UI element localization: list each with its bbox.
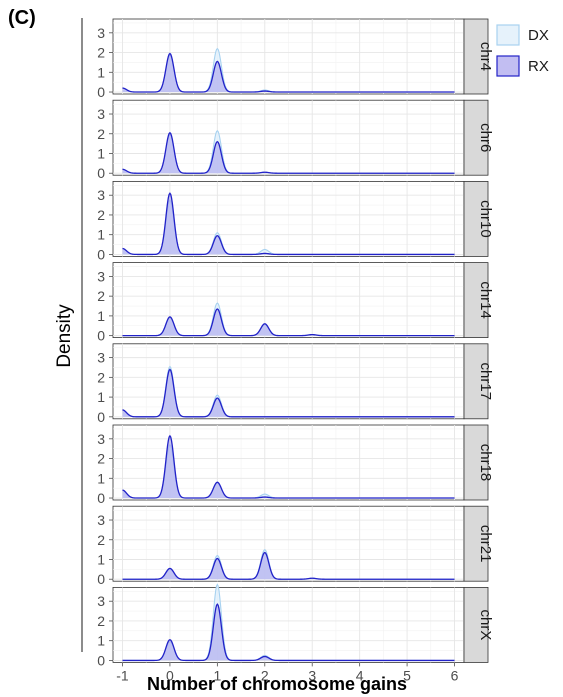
legend-label-DX: DX bbox=[528, 27, 549, 44]
facet-strip-label: chr17 bbox=[477, 363, 494, 401]
y-tick-label: 0 bbox=[97, 409, 105, 425]
y-tick-label: 1 bbox=[97, 227, 105, 243]
facet-panel-chr21: 0 1 2 3 chr21 bbox=[97, 505, 494, 587]
y-tick-label: 1 bbox=[97, 145, 105, 161]
density-line-RX bbox=[122, 52, 455, 93]
x-tick-label: 0 bbox=[166, 667, 174, 683]
facet-panel-chr14: 0 1 2 3 chr14 bbox=[97, 262, 494, 344]
facet-panel-chr18: 0 1 2 3 chr18 bbox=[97, 424, 494, 506]
y-tick-label: 2 bbox=[97, 288, 105, 304]
x-tick-label: 5 bbox=[403, 667, 411, 683]
facet-strip-label: chrX bbox=[477, 609, 494, 640]
y-tick-label: 2 bbox=[97, 207, 105, 223]
facet-strip bbox=[463, 343, 489, 420]
y-tick-label: 2 bbox=[97, 532, 105, 548]
x-axis-title: Number of chromosome gains bbox=[147, 674, 407, 694]
facet-strip bbox=[463, 99, 489, 176]
y-tick-label: 1 bbox=[97, 389, 105, 405]
facet-strip-label: chr6 bbox=[477, 123, 494, 152]
x-tick-label: -1 bbox=[116, 667, 129, 683]
density-line-RX bbox=[122, 192, 455, 256]
y-tick-label: 1 bbox=[97, 64, 105, 80]
y-tick-label: 3 bbox=[97, 350, 105, 366]
y-tick-label: 0 bbox=[97, 84, 105, 100]
y-tick-label: 0 bbox=[97, 490, 105, 506]
legend-key-RX bbox=[496, 55, 520, 77]
y-tick-label: 0 bbox=[97, 165, 105, 181]
y-tick-label: 0 bbox=[97, 652, 105, 668]
x-tick-label: 4 bbox=[356, 667, 364, 683]
facet-strip bbox=[463, 18, 489, 95]
facet-strip-label: chr21 bbox=[477, 525, 494, 563]
y-tick-label: 3 bbox=[97, 593, 105, 609]
y-tick-label: 1 bbox=[97, 551, 105, 567]
density-line-RX bbox=[122, 434, 455, 499]
x-axis: -1 0 1 2 3 4 5 6 bbox=[116, 662, 459, 683]
facet-strip bbox=[463, 587, 489, 663]
legend-label-RX: RX bbox=[528, 58, 549, 75]
density-line-RX bbox=[122, 308, 455, 337]
y-tick-label: 3 bbox=[97, 268, 105, 284]
y-tick-label: 3 bbox=[97, 512, 105, 528]
x-tick-label: 2 bbox=[261, 667, 269, 683]
x-tick-label: 1 bbox=[213, 667, 221, 683]
y-tick-label: 2 bbox=[97, 126, 105, 142]
y-tick-label: 0 bbox=[97, 328, 105, 344]
y-tick-label: 0 bbox=[97, 571, 105, 587]
facet-strip bbox=[463, 424, 489, 501]
y-tick-label: 0 bbox=[97, 246, 105, 262]
y-tick-label: 1 bbox=[97, 308, 105, 324]
figure-label: (C) bbox=[8, 7, 36, 29]
y-tick-label: 2 bbox=[97, 369, 105, 385]
facet-panel-chr6: 0 1 2 3 chr6 bbox=[97, 99, 494, 181]
density-line-RX bbox=[122, 551, 455, 580]
facet-strip bbox=[463, 180, 489, 257]
y-tick-label: 3 bbox=[97, 25, 105, 41]
x-tick-label: 6 bbox=[451, 667, 459, 683]
facet-panel-chr17: 0 1 2 3 chr17 bbox=[97, 343, 494, 425]
facet-panel-chrX: 0 1 2 3 chrX bbox=[97, 583, 494, 668]
y-tick-label: 3 bbox=[97, 106, 105, 122]
y-tick-label: 3 bbox=[97, 431, 105, 447]
density-line-RX bbox=[122, 131, 455, 174]
facet-strip-label: chr18 bbox=[477, 444, 494, 482]
facet-panel-chr4: 0 1 2 3 chr4 bbox=[97, 18, 494, 100]
y-tick-label: 1 bbox=[97, 633, 105, 649]
y-tick-label: 2 bbox=[97, 45, 105, 61]
legend: DX RX bbox=[496, 24, 549, 77]
y-tick-label: 3 bbox=[97, 187, 105, 203]
y-tick-label: 1 bbox=[97, 470, 105, 486]
y-tick-label: 2 bbox=[97, 451, 105, 467]
x-tick-label: 3 bbox=[308, 667, 316, 683]
facet-strip bbox=[463, 505, 489, 582]
density-line-RX bbox=[122, 603, 455, 662]
facet-strip-label: chr4 bbox=[477, 42, 494, 71]
facet-panel-chr10: 0 1 2 3 chr10 bbox=[97, 180, 494, 262]
legend-key-DX bbox=[496, 24, 520, 46]
y-axis-title: Density bbox=[54, 304, 75, 368]
density-line-RX bbox=[122, 368, 455, 418]
facet-strip-label: chr10 bbox=[477, 200, 494, 238]
panels-group: 0 1 2 3 chr4 0 1 2 3 chr6 0 1 2 3 chr10 0 1 2 3 chr14 0 1 2 3 ch… bbox=[97, 18, 494, 668]
facet-strip bbox=[463, 262, 489, 339]
facet-strip-label: chr14 bbox=[477, 281, 494, 319]
y-tick-label: 2 bbox=[97, 613, 105, 629]
